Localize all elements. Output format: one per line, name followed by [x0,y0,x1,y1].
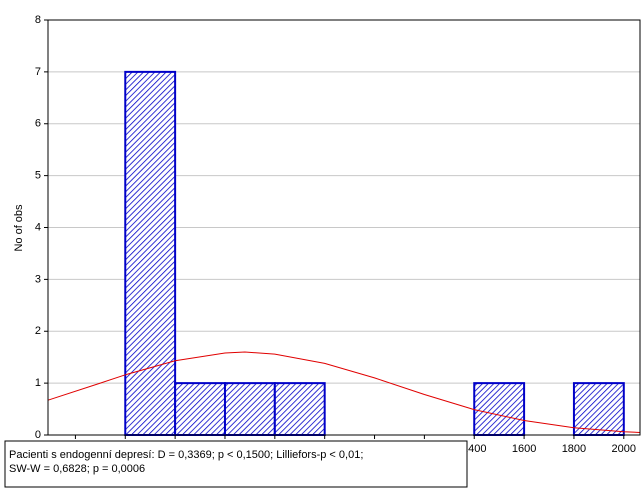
annotation-text: Pacienti s endogenní depresí: D = 0,3369… [9,449,363,461]
x-tick-label: 1600 [512,443,536,455]
annotation-box [4,440,468,488]
y-tick-label: 3 [35,273,41,285]
histogram-bar [273,382,326,436]
x-tick-label: 1800 [562,443,586,455]
y-tick-label: 5 [35,170,41,182]
y-tick-label: 2 [35,325,41,337]
y-tick-label: 6 [35,118,41,130]
histogram-bar [223,382,276,436]
y-tick-label: 1 [35,377,41,389]
y-tick-label: 0 [35,429,41,441]
histogram-bar [174,382,226,436]
plot-border [47,19,641,436]
normal-fit-curve [47,351,641,433]
histogram-bar [124,70,177,436]
histogram-bar [572,382,625,436]
annotation-text: SW-W = 0,6828; p = 0,0006 [9,463,145,475]
y-tick-label: 7 [35,66,41,78]
y-tick-label: 8 [35,14,41,26]
histogram-bar [473,382,526,436]
x-tick-label: 2000 [612,443,636,455]
x-tick-label: 1400 [462,443,486,455]
y-tick-label: 4 [35,221,41,233]
y-axis-label: No of obs [13,204,25,252]
